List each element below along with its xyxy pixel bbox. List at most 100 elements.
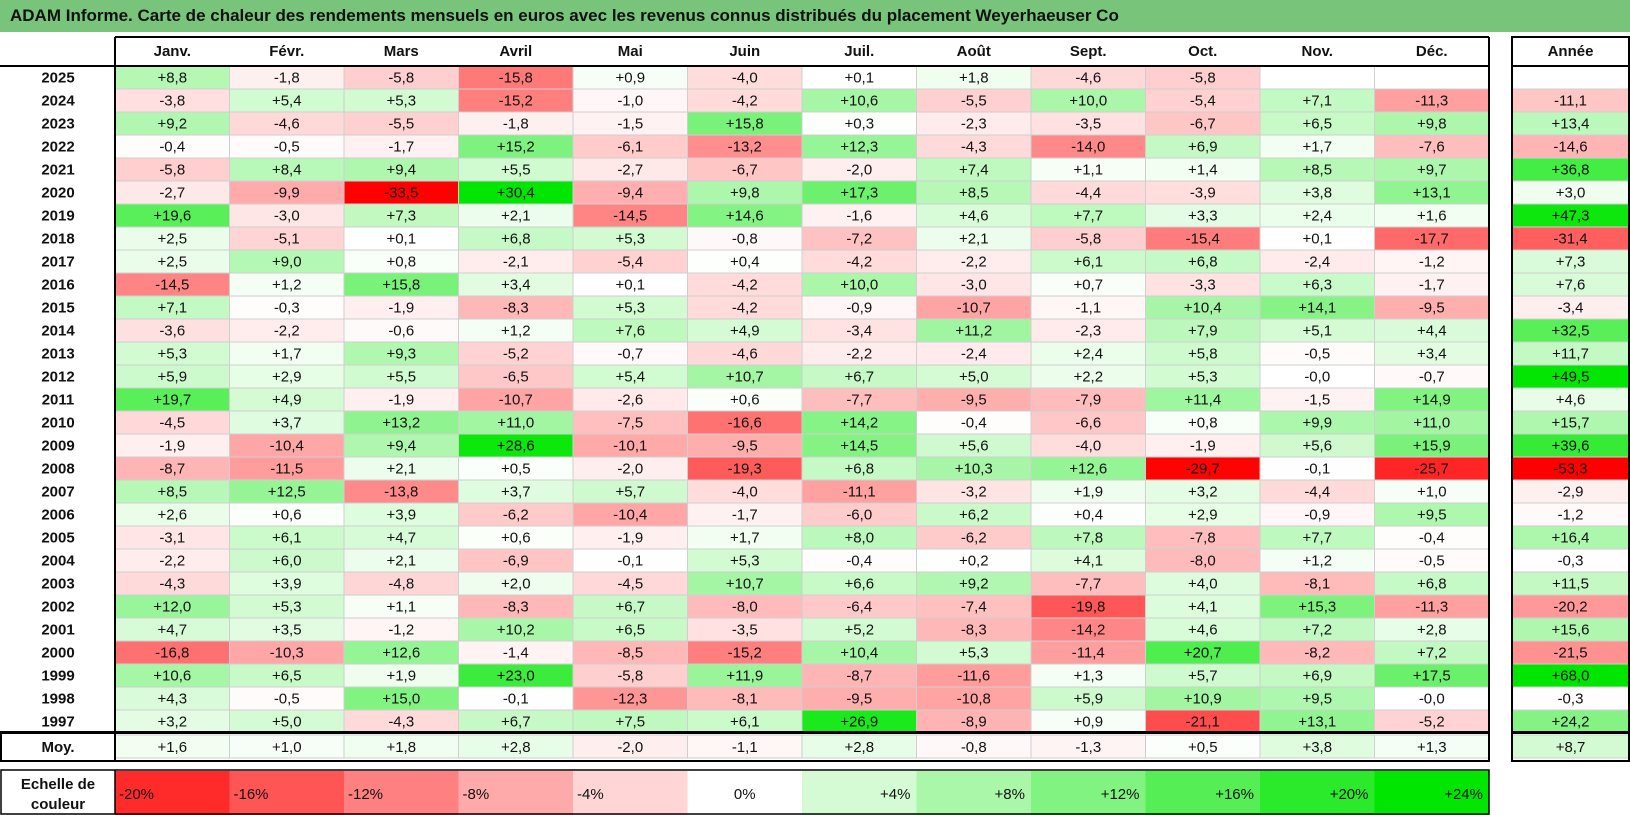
cell-value: -1,8: [274, 70, 300, 87]
annual-cell: [1511, 65, 1630, 90]
cell-value: -0,4: [159, 139, 185, 156]
cell-value: -1,7: [388, 139, 414, 156]
scale-swatch: [115, 771, 230, 815]
average-value: +1,0: [272, 739, 302, 756]
cell-value: -1,9: [617, 530, 643, 547]
scale-swatch: [1374, 771, 1489, 815]
cell-value: +20,7: [1184, 645, 1222, 662]
cell-value: -7,8: [1190, 530, 1216, 547]
cell-value: -5,2: [1419, 714, 1445, 731]
cell-value: -11,3: [1415, 93, 1448, 110]
year-label: 1997: [41, 714, 74, 731]
cell-value: -4,3: [159, 576, 185, 593]
cell-value: +1,7: [1302, 139, 1332, 156]
cell-value: +0,6: [730, 392, 760, 409]
cell-value: +7,8: [1073, 530, 1103, 547]
cell-value: -1,4: [503, 645, 529, 662]
cell-value: +0,3: [844, 116, 874, 133]
cell-value: +7,9: [1188, 323, 1218, 340]
cell-value: +0,4: [730, 254, 760, 271]
cell-value: +7,2: [1302, 622, 1332, 639]
cell-value: +0,9: [1073, 714, 1103, 731]
cell-value: -2,2: [961, 254, 987, 271]
scale-swatch: [1260, 771, 1375, 815]
cell-value: -5,8: [617, 668, 643, 685]
cell-value: +6,5: [615, 622, 645, 639]
cell-value: +5,7: [1188, 668, 1218, 685]
scale-swatch: [687, 771, 802, 815]
cell-value: -0,1: [617, 553, 643, 570]
cell-value: +6,1: [730, 714, 760, 731]
cell-value: +5,4: [272, 93, 302, 110]
cell-value: -1,8: [503, 116, 529, 133]
cell-value: -2,7: [617, 162, 643, 179]
cell-value: -4,8: [388, 576, 414, 593]
year-label: 2022: [41, 139, 74, 156]
cell-value: +4,9: [272, 392, 302, 409]
cell-value: -0,7: [617, 346, 643, 363]
cell-value: +14,9: [1413, 392, 1451, 409]
cell-value: +13,2: [382, 415, 420, 432]
cell-value: +0,6: [272, 507, 302, 524]
cell-value: +6,8: [1417, 576, 1447, 593]
cell-value: -6,0: [846, 507, 872, 524]
cell-value: +1,4: [1188, 162, 1218, 179]
cell-value: +2,1: [386, 553, 416, 570]
cell-value: -12,3: [613, 691, 647, 708]
cell-value: +5,5: [501, 162, 531, 179]
scale-label: +16%: [1215, 786, 1254, 803]
cell-value: -6,2: [503, 507, 529, 524]
annual-value: -3,4: [1558, 300, 1584, 317]
cell-value: -3,5: [732, 622, 758, 639]
cell-value: +13,1: [1298, 714, 1336, 731]
cell-value: +1,9: [1073, 484, 1103, 501]
year-label: 2016: [41, 277, 74, 294]
cell-value: +0,5: [501, 461, 531, 478]
cell-value: -9,5: [846, 691, 872, 708]
cell-value: -11,3: [1415, 599, 1448, 616]
scale-swatch: [573, 771, 688, 815]
cell-value: +5,3: [959, 645, 989, 662]
cell-value: -4,0: [732, 484, 758, 501]
cell-value: +4,7: [157, 622, 187, 639]
cell-value: -5,5: [388, 116, 414, 133]
cell-value: +6,2: [959, 507, 989, 524]
cell-value: +2,8: [1417, 622, 1447, 639]
year-label: 1999: [41, 668, 74, 685]
year-label: 2019: [41, 208, 74, 225]
cell-value: +10,7: [726, 369, 764, 386]
cell-value: +1,2: [1302, 553, 1332, 570]
cell-value: -10,4: [613, 507, 647, 524]
cell-value: +5,4: [615, 369, 645, 386]
cell-value: +6,3: [1302, 277, 1332, 294]
cell-value: +12,6: [382, 645, 420, 662]
cell-value: -8,2: [1304, 645, 1330, 662]
cell-value: -9,4: [617, 185, 643, 202]
annual-value: +68,0: [1552, 668, 1590, 685]
cell-value: +15,9: [1413, 438, 1451, 455]
cell-value: -8,7: [159, 461, 185, 478]
year-label: 1998: [41, 691, 74, 708]
cell-value: +4,1: [1188, 599, 1218, 616]
cell-value: -7,4: [961, 599, 987, 616]
cell-value: -0,0: [1304, 369, 1330, 386]
cell-value: +19,7: [153, 392, 191, 409]
cell-value: +7,1: [1302, 93, 1332, 110]
annual-value: +36,8: [1552, 162, 1590, 179]
cell-value: -1,7: [732, 507, 758, 524]
cell-value: +10,7: [726, 576, 764, 593]
annual-value: +4,6: [1556, 392, 1586, 409]
cell-value: -1,9: [159, 438, 185, 455]
cell-value: +2,1: [959, 231, 989, 248]
cell-value: +8,8: [157, 70, 187, 87]
cell-value: +1,9: [386, 668, 416, 685]
year-label: 2017: [41, 254, 74, 271]
cell-value: -7,6: [1419, 139, 1445, 156]
cell-value: +8,5: [157, 484, 187, 501]
cell-value: -19,8: [1071, 599, 1105, 616]
cell-value: -5,8: [159, 162, 185, 179]
year-label: 2025: [41, 70, 74, 87]
scale-label-line1: Echelle de: [21, 776, 95, 793]
cell-value: +1,1: [1073, 162, 1103, 179]
cell-value: +2,6: [157, 507, 187, 524]
